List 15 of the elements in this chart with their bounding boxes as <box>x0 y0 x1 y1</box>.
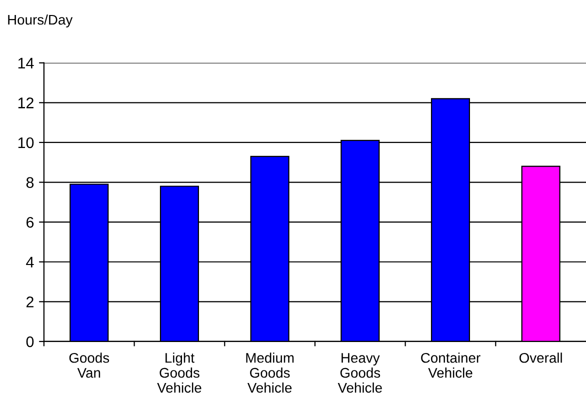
y-tick-label: 10 <box>18 137 34 148</box>
x-tick-label: Heavy Goods Vehicle <box>338 353 382 393</box>
y-tick-label: 4 <box>26 256 34 268</box>
y-tick-label: 6 <box>26 216 34 228</box>
x-tick-label: Medium Goods Vehicle <box>246 352 294 393</box>
y-tick-label: 14 <box>18 58 34 68</box>
y-axis-title: Hours/Day <box>8 14 73 28</box>
x-tick-label: Overall <box>519 352 562 363</box>
y-tick-label: 12 <box>18 98 34 108</box>
y-tick-label: 8 <box>26 177 34 188</box>
y-tick-label: 0 <box>26 336 34 348</box>
x-tick-label: Light Goods Vehicle <box>157 352 202 393</box>
x-tick-label: Container Vehicle <box>421 352 480 378</box>
x-tick-label: Goods Van <box>69 352 110 378</box>
y-tick-label: 2 <box>26 296 34 308</box>
